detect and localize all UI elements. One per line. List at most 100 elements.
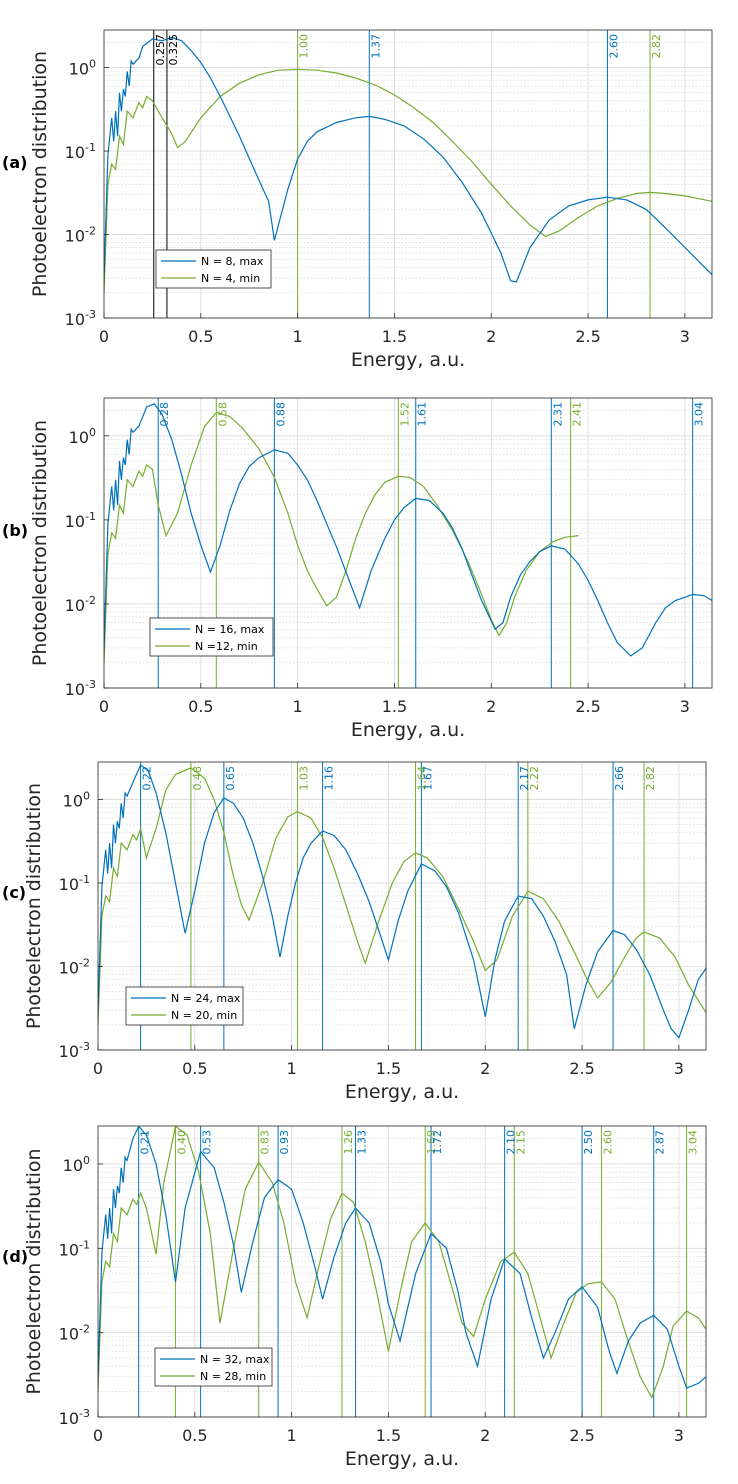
x-tick-label: 2.5: [569, 1059, 594, 1078]
y-tick-label: 100: [63, 790, 90, 811]
series-lines: [104, 403, 712, 663]
marker-label: 1.67: [421, 766, 434, 791]
series-lines: [104, 36, 712, 293]
y-axis-label: Photoelectron distribution: [23, 783, 45, 1029]
x-tick-label: 0.5: [182, 1426, 207, 1445]
y-tick-label: 100: [69, 426, 96, 447]
x-tick-label: 3: [680, 697, 690, 716]
x-tick-label: 0: [93, 1059, 103, 1078]
marker-label: 2.41: [571, 402, 584, 427]
marker-label: 0.257: [154, 34, 167, 66]
marker-label: 2.60: [601, 1130, 614, 1155]
panel-label: (c): [2, 883, 26, 902]
marker-label: 2.10: [505, 1130, 518, 1155]
legend: N = 24, max N = 20, min: [125, 986, 244, 1026]
x-tick-label: 3: [680, 327, 690, 346]
marker-label: 2.82: [650, 34, 663, 59]
marker-label: 1.52: [398, 402, 411, 427]
axes-box: [97, 761, 707, 1051]
marker-lines: [138, 1126, 688, 1417]
x-axis-label: Energy, a.u.: [351, 349, 465, 371]
series-lines: [98, 1126, 706, 1400]
x-tick-label: 2: [486, 697, 496, 716]
marker-label: 0.22: [141, 766, 154, 791]
marker-label: 1.16: [323, 766, 336, 791]
series-lines: [98, 763, 706, 1039]
legend-box: [154, 1347, 273, 1387]
legend-entry: N = 24, max: [171, 992, 241, 1005]
y-tick-label: 10-1: [59, 1238, 90, 1259]
tick-marks: [97, 1163, 680, 1418]
tick-marks: [103, 435, 686, 689]
x-tick-label: 1: [293, 697, 303, 716]
x-tick-label: 0: [99, 697, 109, 716]
y-tick-label: 10-2: [59, 1323, 90, 1344]
marker-label: 3.04: [687, 1130, 700, 1155]
x-tick-label: 3: [674, 1426, 684, 1445]
chart-panel-4: 0.21 0.40 0.53 0.83 0.93 1.26 1.33 1.691.72 2.10…: [2, 1125, 707, 1470]
legend-entry: N = 4, min: [201, 272, 260, 285]
marker-label: 0.325: [167, 34, 180, 66]
x-tick-label: 0: [99, 327, 109, 346]
x-tick-label: 2: [480, 1426, 490, 1445]
legend-box: [149, 617, 274, 657]
x-tick-label: 1: [287, 1059, 297, 1078]
series-line: [98, 1126, 706, 1400]
marker-label: 2.66: [613, 766, 626, 791]
y-tick-label: 100: [69, 58, 96, 79]
marker-label: 1.61: [416, 402, 429, 427]
chart-panel-3: 0.22 0.48 0.65 1.03 1.16 1.641.67 2.172.22 2.66…: [2, 761, 707, 1103]
series-line: [104, 68, 712, 293]
x-tick-label: 1.5: [382, 697, 407, 716]
marker-label: 2.60: [607, 34, 620, 59]
marker-label: 1.33: [356, 1130, 369, 1155]
marker-label: 1.26: [342, 1130, 355, 1155]
marker-label: 2.50: [582, 1130, 595, 1155]
x-tick-label: 0.5: [182, 1059, 207, 1078]
x-axis-label: Energy, a.u.: [351, 719, 465, 741]
x-tick-label: 0.5: [188, 327, 213, 346]
legend-entry: N = 32, max: [200, 1353, 270, 1366]
x-tick-label: 1: [287, 1426, 297, 1445]
series-line: [104, 411, 579, 663]
marker-label: 0.65: [224, 766, 237, 791]
chart-panel-1: 0.257 0.325 1.00 1.37 2.60 2.82 0 0.5 1 1.5 2 2.5 3 1…: [2, 29, 713, 371]
y-axis-label: Photoelectron distribution: [29, 51, 51, 297]
marker-label: 0.93: [278, 1130, 291, 1155]
y-tick-label: 100: [63, 1154, 90, 1175]
marker-label: 2.82: [644, 766, 657, 791]
legend: N = 8, max N = 4, min: [155, 249, 272, 289]
y-axis-label: Photoelectron distribution: [29, 420, 51, 666]
series-line: [104, 36, 712, 283]
y-tick-label: 10-1: [59, 873, 90, 894]
series-line: [98, 1126, 706, 1389]
legend-entry: N =12, min: [195, 640, 258, 653]
x-tick-label: 2.5: [575, 697, 600, 716]
axes-box: [103, 397, 713, 689]
x-tick-label: 1.5: [382, 327, 407, 346]
y-tick-label: 10-2: [65, 225, 96, 246]
series-line: [104, 403, 712, 657]
marker-label: 1.64: [416, 766, 429, 791]
marker-label: 0.88: [274, 402, 287, 427]
tick-marks: [103, 67, 686, 319]
marker-label: 1.69: [425, 1130, 438, 1155]
marker-label: 1.72: [431, 1130, 444, 1155]
tick-marks: [97, 799, 680, 1051]
x-axis-label: Energy, a.u.: [345, 1448, 459, 1470]
series-line: [98, 763, 706, 1039]
x-tick-label: 2.5: [575, 327, 600, 346]
y-tick-label: 10-3: [59, 1407, 90, 1428]
legend: N = 16, max N =12, min: [149, 617, 274, 657]
x-tick-label: 1.5: [376, 1426, 401, 1445]
y-tick-label: 10-2: [59, 957, 90, 978]
y-tick-label: 10-3: [65, 678, 96, 699]
chart-panel-2: 0.28 0.58 0.88 1.52 1.61 2.31 2.41 3.040 0.5 1 1.5…: [2, 397, 713, 741]
marker-label: 1.03: [297, 766, 310, 791]
x-tick-label: 0: [93, 1426, 103, 1445]
legend-entry: N = 28, min: [200, 1370, 266, 1383]
x-tick-label: 3: [674, 1059, 684, 1078]
x-tick-label: 2: [480, 1059, 490, 1078]
y-axis-label: Photoelectron distribution: [23, 1148, 45, 1394]
